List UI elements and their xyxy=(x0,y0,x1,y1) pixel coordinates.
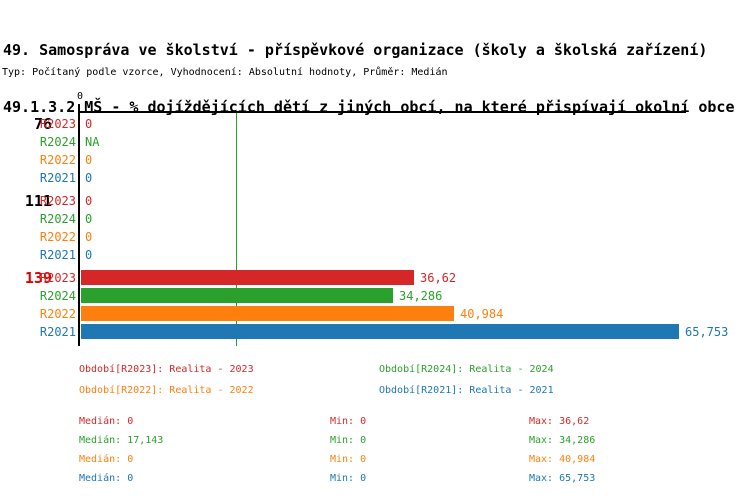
series-label: R2022 xyxy=(39,307,76,321)
stat-value: 0 xyxy=(127,454,134,465)
stat-value: 36,62 xyxy=(559,416,590,427)
stat-max-r2023: Max: 36,62 xyxy=(529,416,589,427)
series-label: R2022 xyxy=(39,230,76,244)
title-line-2: 49.1.3.2 MŠ - % dojíždějících dětí z jin… xyxy=(3,98,735,116)
stat-value: 0 xyxy=(360,416,367,427)
stat-label: Medián: xyxy=(79,454,122,465)
bar-value-label: 0 xyxy=(85,248,93,262)
bar-value-label: 0 xyxy=(85,230,93,244)
bar-value-label: 65,753 xyxy=(685,325,729,339)
bar-value-label: 36,62 xyxy=(420,271,457,285)
median-marker-line xyxy=(236,113,237,346)
bar xyxy=(81,324,679,339)
bar xyxy=(81,288,393,303)
series-label: R2024 xyxy=(39,135,76,149)
chart-meta-line: Typ: Počítaný podle vzorce, Vyhodnocení:… xyxy=(2,67,448,78)
stat-label: Max: xyxy=(529,435,554,446)
series-label: R2022 xyxy=(39,153,76,167)
stat-label: Medián: xyxy=(79,435,122,446)
stat-value: 34,286 xyxy=(559,435,596,446)
bar-value-label: 0 xyxy=(85,117,93,131)
stat-label: Min: xyxy=(330,435,355,446)
stat-median-r2021: Medián: 0 xyxy=(79,473,133,484)
group-label: 139 xyxy=(24,269,52,287)
bar-value-label: 34,286 xyxy=(399,289,443,303)
bar xyxy=(81,270,414,285)
stat-median-r2023: Medián: 0 xyxy=(79,416,133,427)
bar xyxy=(81,306,454,321)
stat-min-r2021: Min: 0 xyxy=(330,473,366,484)
stat-value: 0 xyxy=(127,473,134,484)
bar-value-label: 0 xyxy=(85,194,93,208)
title-line-1: 49. Samospráva ve školství - příspěvkové… xyxy=(3,41,708,59)
stat-value: 0 xyxy=(127,416,134,427)
stat-label: Medián: xyxy=(79,416,122,427)
stat-value: 0 xyxy=(360,454,367,465)
stat-median-r2022: Medián: 0 xyxy=(79,454,133,465)
y-axis-line xyxy=(78,104,80,346)
stat-label: Medián: xyxy=(79,473,122,484)
series-label: R2023 xyxy=(39,117,76,131)
series-label: R2021 xyxy=(39,171,76,185)
stat-label: Min: xyxy=(330,473,355,484)
stat-label: Min: xyxy=(330,454,355,465)
stat-value: 17,143 xyxy=(127,435,164,446)
stat-max-r2024: Max: 34,286 xyxy=(529,435,595,446)
series-label: R2024 xyxy=(39,289,76,303)
bar-value-label: 0 xyxy=(85,153,93,167)
stat-max-r2022: Max: 40,984 xyxy=(529,454,595,465)
series-label: R2021 xyxy=(39,248,76,262)
legend-item-r2023: Období[R2023]: Realita - 2023 xyxy=(79,364,254,375)
group-label: 111 xyxy=(24,192,52,210)
series-label: R2023 xyxy=(39,271,76,285)
stat-label: Max: xyxy=(529,454,554,465)
series-label: R2024 xyxy=(39,212,76,226)
stat-value: 0 xyxy=(360,435,367,446)
group-label: 76 xyxy=(33,115,52,133)
stat-min-r2024: Min: 0 xyxy=(330,435,366,446)
bar-value-label: 0 xyxy=(85,171,93,185)
stat-max-r2021: Max: 65,753 xyxy=(529,473,595,484)
stat-value: 65,753 xyxy=(559,473,596,484)
stat-min-r2022: Min: 0 xyxy=(330,454,366,465)
x-axis-line xyxy=(78,111,686,113)
page-title: 49. Samospráva ve školství - příspěvkové… xyxy=(3,3,735,155)
stat-value: 0 xyxy=(360,473,367,484)
stat-median-r2024: Medián: 17,143 xyxy=(79,435,163,446)
legend-item-r2024: Období[R2024]: Realita - 2024 xyxy=(379,364,554,375)
legend-item-r2022: Období[R2022]: Realita - 2022 xyxy=(79,385,254,396)
bar-value-label: 40,984 xyxy=(460,307,504,321)
series-label: R2023 xyxy=(39,194,76,208)
legend-item-r2021: Období[R2021]: Realita - 2021 xyxy=(379,385,554,396)
stat-value: 40,984 xyxy=(559,454,596,465)
series-label: R2021 xyxy=(39,325,76,339)
stat-label: Min: xyxy=(330,416,355,427)
stat-label: Max: xyxy=(529,416,554,427)
stat-label: Max: xyxy=(529,473,554,484)
stat-min-r2023: Min: 0 xyxy=(330,416,366,427)
x-axis-tick-zero: 0 xyxy=(76,91,84,102)
bar-value-label: NA xyxy=(85,135,100,149)
bar-value-label: 0 xyxy=(85,212,93,226)
